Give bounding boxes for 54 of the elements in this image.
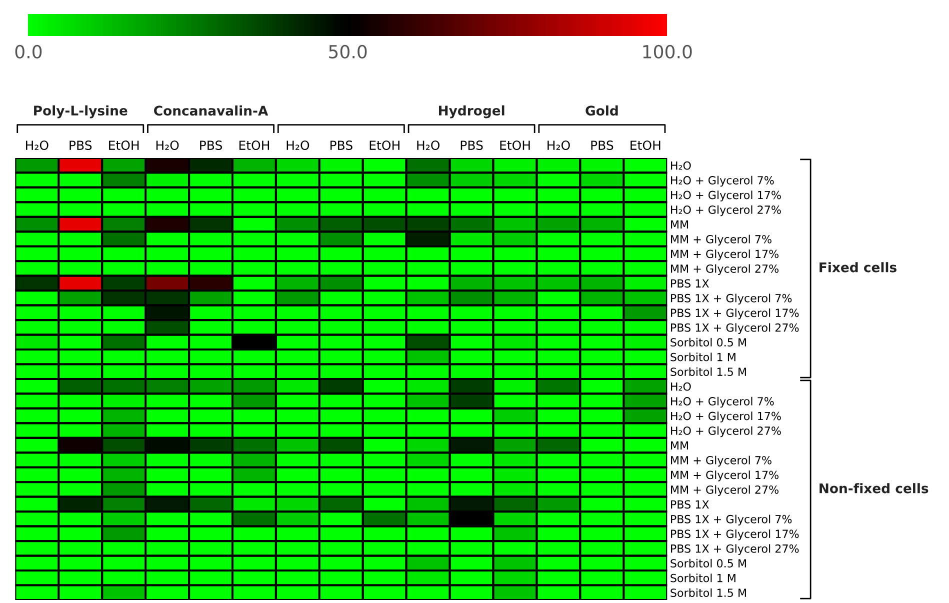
y-tick-label: PBS 1X (671, 500, 709, 509)
y-tick-label: MM + Glycerol 17% (671, 250, 779, 260)
y-tick-label: H₂O + Glycerol 17% (671, 190, 781, 202)
y-tick-label: MM + Glycerol 27% (671, 264, 779, 276)
y-tick-label: PBS 1X + Glycerol 17% (671, 529, 799, 540)
y-tick-label: Sorbitol 0.5 M (670, 558, 746, 568)
y-tick-label: MM (671, 220, 688, 229)
y-tick-label: PBS 1X + Glycerol 27% (671, 323, 799, 334)
x-tick-label: EtOH (109, 140, 139, 150)
x-tick-label: EtOH (500, 140, 530, 150)
y-tick-label: H₂O + Glycerol 27% (671, 426, 781, 438)
y-tick-label: PBS 1X + Glycerol 7% (671, 294, 792, 304)
y-tick-label: H₂O (671, 161, 691, 170)
text: Non-fixed cells (820, 483, 928, 494)
y-tick-label: PBS 1X + Glycerol 27% (671, 544, 799, 555)
color-bar-label: 100.0 (643, 44, 692, 58)
y-tick-label: PBS 1X + Glycerol 17% (671, 308, 799, 320)
x-tick-label: PBS (200, 140, 222, 150)
y-tick-label: Sorbitol 0.5 M (670, 338, 746, 347)
y-tick-label: MM + Glycerol 7% (671, 234, 772, 246)
y-tick-label: H₂O + Glycerol 27% (671, 205, 781, 216)
x-tick-label: EtOH (239, 140, 270, 150)
x-tick-label: H₂O (417, 140, 440, 150)
x-tick-label: PBS (330, 140, 352, 150)
y-tick-label: H₂O + Glycerol 7% (671, 396, 774, 408)
x-tick-label: H₂O (26, 140, 48, 150)
x-tick-label: H₂O (548, 140, 570, 150)
text: Gold (586, 105, 618, 116)
y-tick-label: Sorbitol 1 M (670, 574, 736, 582)
x-tick-label: H₂O (286, 140, 310, 150)
x-tick-label: EtOH (630, 140, 660, 150)
text: Poly-L-lysine (34, 105, 128, 118)
y-tick-label: Sorbitol 1.5 M (670, 367, 746, 376)
text: Concanavalin-A (154, 105, 268, 116)
y-tick-label: MM + Glycerol 7% (671, 456, 772, 467)
y-tick-label: H₂O (671, 382, 691, 391)
y-tick-label: H₂O + Glycerol 7% (671, 176, 774, 187)
x-tick-label: H₂O (156, 140, 179, 150)
y-tick-label: Sorbitol 1.5 M (670, 588, 746, 597)
x-tick-label: PBS (70, 140, 92, 150)
y-tick-label: PBS 1X + Glycerol 7% (671, 514, 792, 526)
color-bar-label: 50.0 (329, 44, 367, 58)
y-tick-label: PBS 1X (671, 279, 709, 288)
x-tick-label: PBS (460, 140, 483, 150)
y-tick-label: Sorbitol 1 M (670, 352, 736, 362)
x-tick-label: EtOH (370, 140, 400, 150)
text: Hydrogel (438, 105, 504, 118)
y-tick-label: H₂O + Glycerol 17% (671, 412, 781, 422)
color-bar-label: 0.0 (15, 44, 42, 58)
y-tick-label: MM + Glycerol 27% (671, 485, 779, 496)
y-tick-label: MM + Glycerol 17% (671, 470, 779, 482)
y-tick-label: MM (671, 441, 688, 450)
text: Fixed cells (820, 262, 896, 272)
x-tick-label: PBS (591, 140, 614, 150)
